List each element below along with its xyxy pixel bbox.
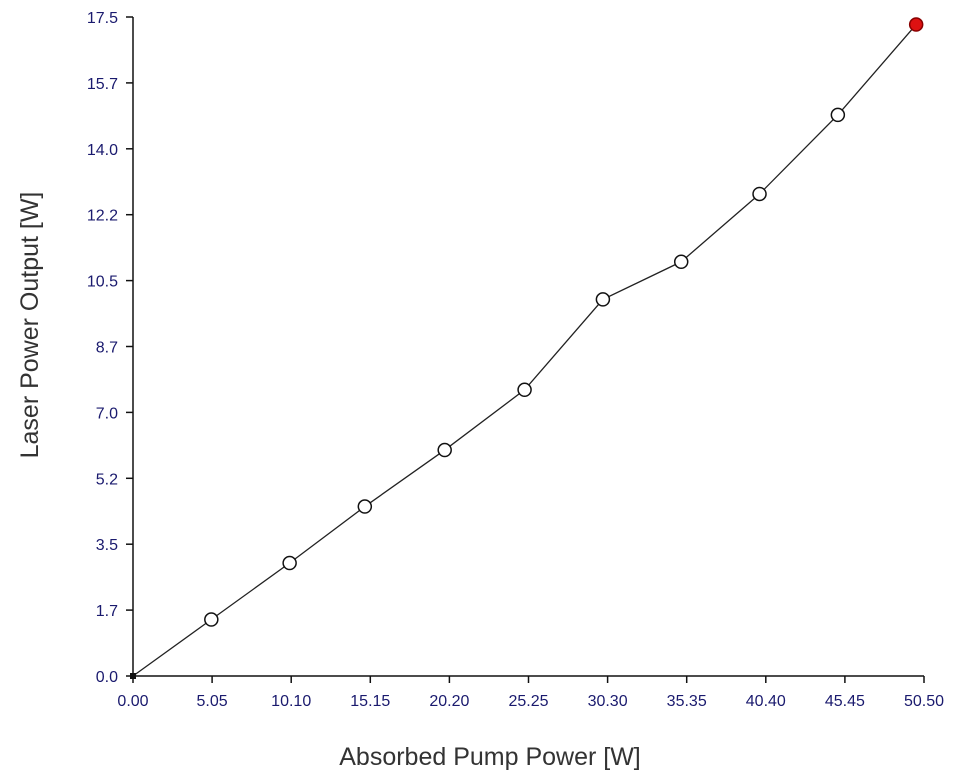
y-axis-title: Laser Power Output [W] [16, 192, 44, 459]
data-point [595, 292, 611, 307]
x-tick-label: 35.35 [667, 693, 707, 710]
y-tick-label: 8.7 [96, 340, 118, 357]
x-tick-label: 0.00 [117, 693, 148, 710]
y-tick-label: 7.0 [96, 405, 118, 422]
x-tick-label: 50.50 [904, 693, 944, 710]
y-tick-label: 14.0 [87, 142, 118, 159]
y-tick-label: 3.5 [96, 537, 118, 554]
data-point-highlighted [908, 17, 924, 32]
axes [132, 17, 924, 677]
y-tick-label: 1.7 [96, 603, 118, 620]
data-point [204, 612, 219, 627]
y-tick-label: 5.2 [96, 471, 118, 488]
ticks: 0.00 5.05 10.10 15.15 20.20 25.25 30.30 35.35 40… [87, 10, 944, 710]
y-tick-label: 0.0 [96, 669, 118, 686]
x-tick-label: 30.30 [588, 693, 628, 710]
x-tick-label: 40.40 [746, 693, 786, 710]
y-tick-label: 10.5 [87, 274, 118, 291]
data-point [673, 254, 689, 270]
x-tick-label: 5.05 [197, 693, 228, 710]
x-tick-label: 10.10 [271, 693, 311, 710]
data-point [357, 499, 373, 514]
y-tick-label: 12.2 [87, 208, 118, 225]
x-axis-title: Absorbed Pump Power [W] [339, 743, 641, 771]
y-tick-label: 17.5 [87, 10, 118, 27]
x-tick-label: 15.15 [350, 693, 390, 710]
data-point [830, 107, 846, 123]
data-point [282, 555, 297, 571]
x-tick-label: 20.20 [429, 693, 469, 710]
y-tick-label: 15.7 [87, 76, 118, 93]
series [130, 17, 924, 679]
x-tick-label: 45.45 [825, 693, 865, 710]
data-point [517, 382, 532, 398]
data-point-origin [130, 673, 136, 679]
x-tick-label: 25.25 [508, 693, 548, 710]
series-line [132, 24, 917, 677]
data-point [437, 442, 452, 458]
data-point [752, 186, 767, 202]
